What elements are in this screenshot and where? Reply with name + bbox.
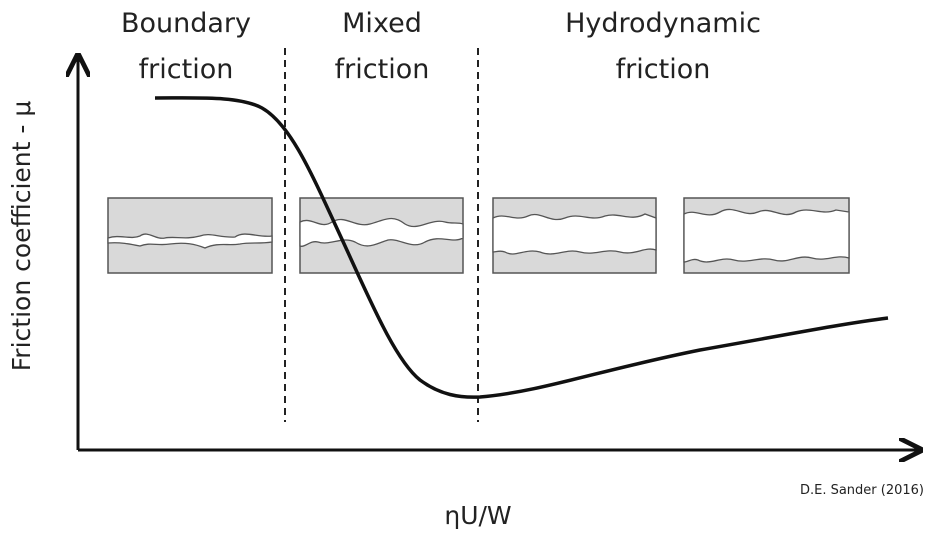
region-label: friction: [335, 54, 430, 85]
friction-curve: [154, 96, 889, 399]
x-axis-label: ηU/W: [444, 501, 511, 530]
region-label: Mixed: [342, 8, 422, 39]
surface-box: [492, 197, 657, 274]
region-label: Boundary: [121, 8, 251, 39]
surface-box: [107, 197, 273, 274]
surface-box: [299, 197, 464, 274]
y-axis-label: Friction coefficient - μ: [7, 101, 36, 372]
credit: D.E. Sander (2016): [800, 483, 924, 498]
region-label: friction: [139, 54, 234, 85]
surface-box: [683, 197, 850, 274]
region-label: friction: [616, 54, 711, 85]
region-label: Hydrodynamic: [565, 8, 761, 39]
